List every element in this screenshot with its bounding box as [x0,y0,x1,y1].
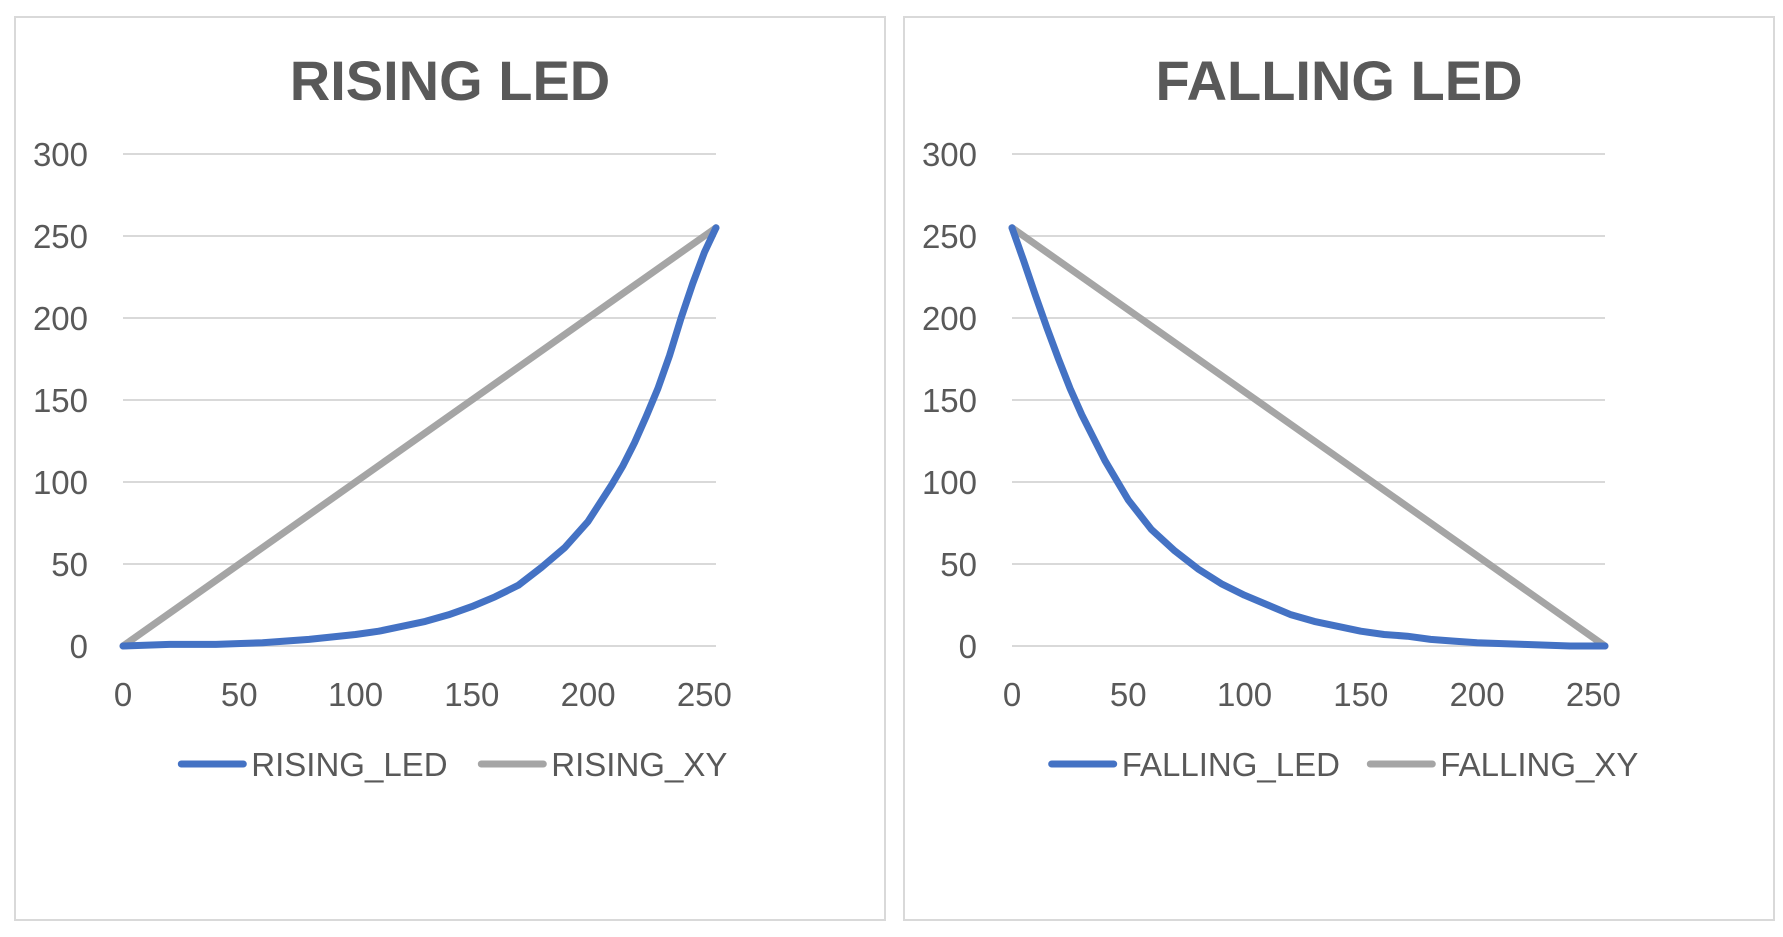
rising-led-chart: RISING LED 0 50 100 150 200 250 300 0 50 100 150 200… [33,49,732,783]
series-line-rising-led [119,224,720,650]
x-tick-label: 150 [444,676,499,713]
x-tick-label: 0 [1003,676,1021,713]
y-tick-label: 250 [922,218,977,255]
x-tick-label: 0 [114,676,132,713]
series-line-falling-xy [1008,224,1609,650]
y-tick-label: 0 [70,628,88,665]
y-tick-label: 300 [33,136,88,173]
series-line-falling-led [1008,224,1609,650]
legend-label-rising-xy: RISING_XY [551,746,727,783]
x-tick-label: 150 [1333,676,1388,713]
x-tick-label: 250 [677,676,732,713]
y-tick-label: 150 [922,382,977,419]
x-tick-label: 200 [1450,676,1505,713]
x-tick-label: 100 [328,676,383,713]
legend-label-rising-led: RISING_LED [251,746,447,783]
chart-panel-falling: FALLING LED 0 50 100 150 200 250 300 0 50 100 150 20… [903,16,1775,921]
y-tick-label: 50 [51,546,88,583]
chart-title: FALLING LED [1155,49,1522,112]
x-tick-label: 50 [1110,676,1147,713]
legend-label-falling-xy: FALLING_XY [1440,746,1638,783]
chart-title: RISING LED [290,49,610,112]
y-tick-label: 0 [959,628,977,665]
x-tick-label: 50 [221,676,258,713]
falling-led-chart: FALLING LED 0 50 100 150 200 250 300 0 50 100 150 20… [922,49,1638,783]
y-tick-label: 250 [33,218,88,255]
y-tick-label: 100 [33,464,88,501]
chart-panel-rising: RISING LED 0 50 100 150 200 250 300 0 50 100 150 200… [14,16,886,921]
y-tick-label: 300 [922,136,977,173]
y-tick-label: 50 [940,546,977,583]
y-tick-label: 100 [922,464,977,501]
y-tick-label: 150 [33,382,88,419]
x-tick-label: 250 [1566,676,1621,713]
legend-label-falling-led: FALLING_LED [1122,746,1340,783]
x-tick-label: 100 [1217,676,1272,713]
series-line-rising-xy [119,224,720,650]
x-tick-label: 200 [561,676,616,713]
y-tick-label: 200 [33,300,88,337]
y-tick-label: 200 [922,300,977,337]
